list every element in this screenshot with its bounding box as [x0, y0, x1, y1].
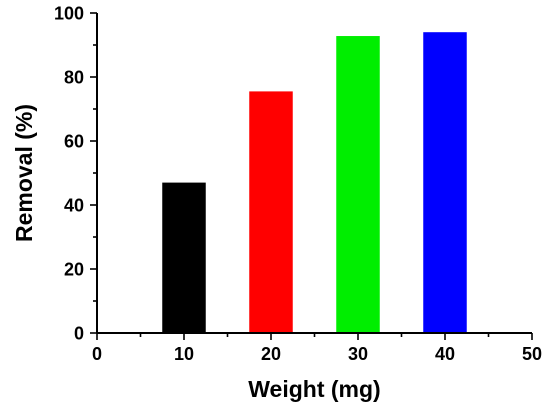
bar-40	[423, 32, 467, 333]
x-tick-label-50: 50	[522, 344, 542, 364]
x-tick-label-20: 20	[261, 344, 281, 364]
y-axis-title: Removal (%)	[11, 104, 37, 242]
bars-group	[162, 32, 467, 334]
bar-10	[162, 182, 206, 333]
y-tick-label-0: 0	[74, 324, 84, 344]
x-tick-label-40: 40	[435, 344, 455, 364]
ticks-group: 0 10 20 30 40 50 0 20 40 60 80 100	[54, 4, 542, 365]
x-tick-label-30: 30	[348, 344, 368, 364]
y-tick-label-100: 100	[54, 4, 84, 24]
y-tick-label-20: 20	[64, 260, 84, 280]
bar-30	[336, 36, 380, 333]
y-tick-label-40: 40	[64, 196, 84, 216]
x-tick-label-10: 10	[174, 344, 194, 364]
x-axis-title: Weight (mg)	[248, 376, 380, 402]
bar-20	[249, 91, 293, 334]
y-tick-label-60: 60	[64, 132, 84, 152]
x-tick-label-0: 0	[92, 344, 102, 364]
y-tick-label-80: 80	[64, 68, 84, 88]
